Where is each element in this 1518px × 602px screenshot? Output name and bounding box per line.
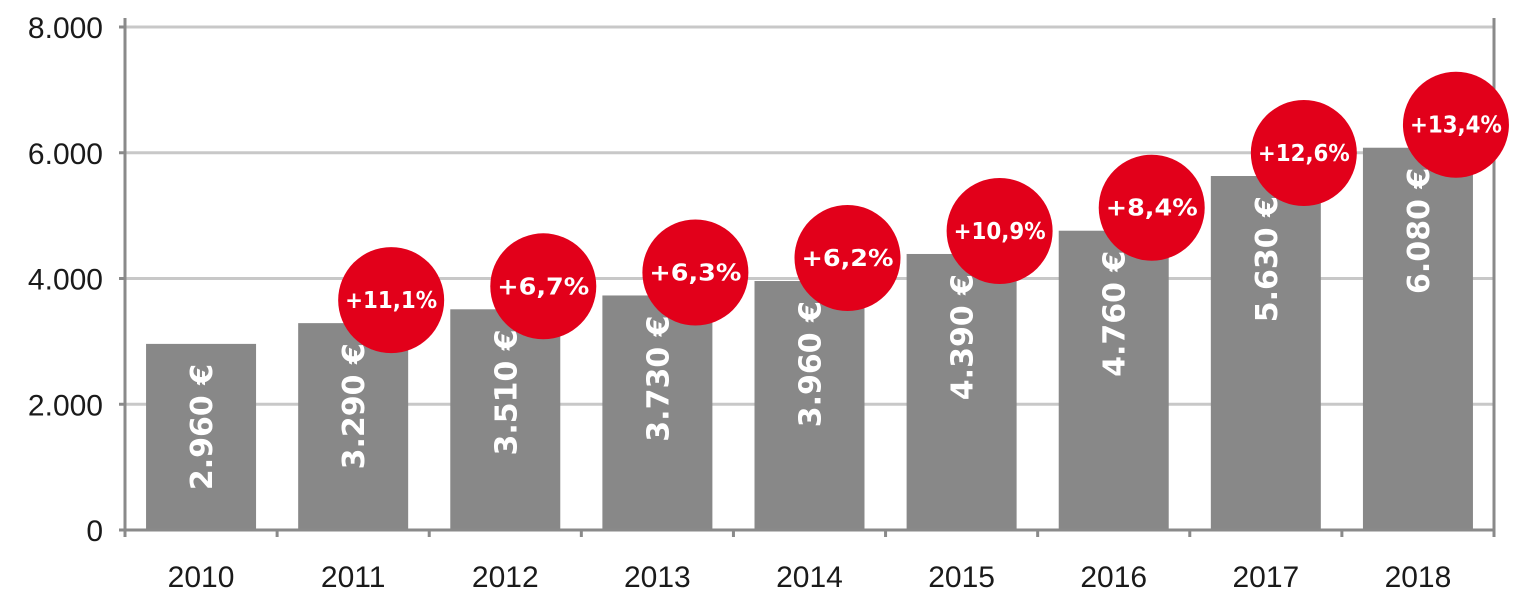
bar-value-label: 4.760 € xyxy=(1098,251,1133,377)
growth-badge-circle xyxy=(1250,100,1357,207)
x-tick-label: 2015 xyxy=(928,561,995,594)
growth-badge-circle xyxy=(946,177,1053,284)
x-tick-label: 2014 xyxy=(776,561,843,594)
x-tick-label: 2018 xyxy=(1385,561,1452,594)
bar xyxy=(146,343,257,530)
growth-badge: +8,4% xyxy=(1098,154,1205,261)
growth-badge-circle xyxy=(1402,71,1509,178)
bar xyxy=(602,295,713,530)
y-tick-label: 6.000 xyxy=(28,138,103,171)
growth-badge-label: +6,3% xyxy=(649,260,741,286)
growth-badge: +6,2% xyxy=(794,205,901,312)
bar-value-label: 3.960 € xyxy=(794,301,829,427)
growth-badge-circle xyxy=(642,219,749,326)
bars: 2.960 € 3.290 € 3.510 € 3.730 € 3.960 € 4.390… xyxy=(146,147,1473,531)
growth-badge-label: +8,4% xyxy=(1106,196,1198,222)
growth-badge-circle xyxy=(794,205,901,312)
growth-badge-label: +11,1% xyxy=(345,288,437,314)
x-tick-label: 2016 xyxy=(1080,561,1147,594)
growth-badge: +11,1% xyxy=(338,247,445,354)
y-tick-label: 2.000 xyxy=(28,389,103,422)
growth-badge: +13,4% xyxy=(1402,71,1509,178)
bar xyxy=(1210,176,1321,531)
bar xyxy=(1362,147,1473,530)
growth-badge-label: +12,6% xyxy=(1258,141,1350,167)
growth-badge: +6,3% xyxy=(642,219,749,326)
growth-badge: +12,6% xyxy=(1250,100,1357,207)
growth-badge-label: +6,7% xyxy=(497,274,589,300)
x-tick-label: 2011 xyxy=(321,561,386,594)
growth-badges: +11,1% +6,7% +6,3% +6,2% +10,9% +8,4% +12,6% +1… xyxy=(338,71,1509,354)
bar-value-label: 2.960 € xyxy=(185,364,220,490)
bar-value-label: 4.390 € xyxy=(946,274,981,400)
growth-badge-circle xyxy=(490,233,597,340)
y-tick-label: 4.000 xyxy=(28,264,103,297)
bar-value-label: 6.080 € xyxy=(1402,168,1437,294)
x-tick-label: 2012 xyxy=(472,561,539,594)
bar-value-label: 3.510 € xyxy=(489,329,524,455)
y-tick-label: 0 xyxy=(86,515,103,548)
bar-value-label: 3.730 € xyxy=(641,315,676,441)
growth-badge: +10,9% xyxy=(946,177,1053,284)
axes: 0 2.000 4.000 6.000 8.000 2010 2011 2012 2013 201… xyxy=(28,12,1496,594)
bar-value-label: 3.290 € xyxy=(337,343,372,469)
growth-badge-label: +13,4% xyxy=(1410,113,1502,139)
growth-badge-label: +6,2% xyxy=(802,246,894,272)
x-tick-label: 2013 xyxy=(624,561,691,594)
growth-badge-circle xyxy=(1098,154,1205,261)
x-tick-label: 2010 xyxy=(168,561,235,594)
growth-badge-circle xyxy=(338,247,445,354)
bar xyxy=(1058,230,1169,530)
growth-badge: +6,7% xyxy=(490,233,597,340)
bar-value-label: 5.630 € xyxy=(1250,196,1285,322)
bar xyxy=(906,253,1017,530)
x-tick-label: 2017 xyxy=(1232,561,1299,594)
bar xyxy=(754,281,865,530)
growth-badge-label: +10,9% xyxy=(954,219,1046,245)
y-tick-label: 8.000 xyxy=(28,12,103,45)
bar xyxy=(450,309,561,530)
bar xyxy=(298,323,409,530)
